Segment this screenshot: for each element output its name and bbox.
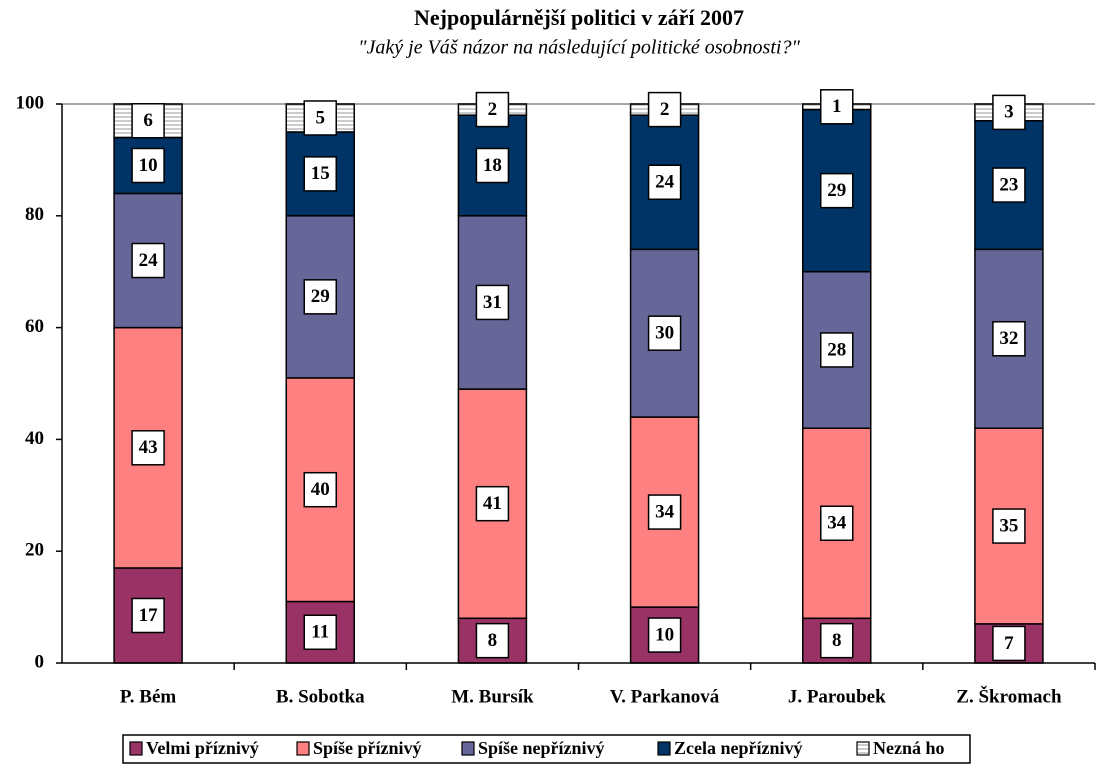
- label-box: [303, 614, 337, 651]
- data-label: 34: [655, 501, 675, 522]
- y-tick-label: 60: [25, 316, 44, 337]
- label-box: [647, 164, 682, 201]
- data-label: 8: [488, 630, 498, 651]
- y-tick-label: 40: [25, 428, 44, 449]
- label-box: [475, 91, 510, 128]
- data-label: 10: [655, 624, 674, 645]
- data-label: 40: [311, 479, 330, 500]
- data-label: 34: [827, 513, 847, 534]
- label-box: [303, 471, 337, 508]
- data-label: 41: [483, 493, 502, 514]
- y-tick-label: 0: [35, 651, 45, 672]
- label-box: [131, 430, 165, 466]
- data-label: 17: [139, 605, 159, 626]
- legend-swatch: [461, 741, 475, 756]
- data-label: 29: [311, 286, 330, 307]
- label-box: [992, 167, 1026, 203]
- legend-label: Spíše nepříznivý: [478, 738, 605, 758]
- label-box: [131, 147, 165, 184]
- label-box: [992, 94, 1026, 131]
- label-box: [820, 622, 854, 659]
- data-label: 7: [1004, 633, 1014, 654]
- x-tick-label: P. Bém: [120, 686, 176, 707]
- legend-label: Spíše příznivý: [313, 738, 422, 758]
- label-box: [131, 103, 165, 139]
- label-box: [647, 617, 682, 653]
- x-tick-label: Z. Škromach: [956, 685, 1062, 707]
- data-label: 32: [999, 328, 1018, 349]
- legend-box: [122, 734, 971, 764]
- data-label: 18: [483, 155, 502, 176]
- data-label: 35: [999, 515, 1018, 536]
- data-label: 10: [139, 155, 158, 176]
- x-tick-label: J. Paroubek: [788, 686, 886, 707]
- bar-segment: [629, 114, 700, 251]
- data-label: 8: [832, 630, 842, 651]
- data-label: 1: [832, 96, 842, 117]
- data-label: 43: [139, 437, 158, 458]
- data-label: 2: [488, 99, 498, 120]
- data-label: 2: [660, 99, 670, 120]
- label-box: [131, 597, 165, 634]
- data-label: 11: [311, 622, 329, 643]
- legend-swatch: [657, 741, 671, 756]
- label-box: [992, 321, 1026, 357]
- label-box: [303, 156, 337, 192]
- legend-swatch: [129, 741, 143, 756]
- label-box: [647, 494, 682, 530]
- legend-swatch: [856, 741, 870, 756]
- label-box: [475, 622, 510, 659]
- label-box: [475, 147, 510, 184]
- chart-subtitle: "Jaký je Váš názor na následující politi…: [358, 37, 800, 59]
- data-label: 24: [655, 172, 675, 193]
- y-tick-label: 80: [25, 204, 44, 225]
- legend-label: Nezná ho: [873, 738, 945, 758]
- label-box: [992, 625, 1026, 662]
- x-tick-label: V. Parkanová: [610, 686, 720, 707]
- label-box: [820, 89, 854, 125]
- data-label: 15: [311, 163, 330, 184]
- data-label: 3: [1004, 102, 1014, 123]
- label-box: [475, 284, 510, 321]
- x-tick-label: M. Bursík: [451, 686, 534, 707]
- y-tick-label: 100: [16, 92, 45, 113]
- chart-title: Nejpopulárnější politici v září 2007: [414, 5, 744, 30]
- label-box: [820, 172, 854, 209]
- label-box: [475, 485, 510, 522]
- legend-label: Zcela nepříznivý: [674, 738, 803, 758]
- x-tick-label: B. Sobotka: [276, 686, 365, 707]
- label-box: [647, 91, 682, 128]
- data-label: 5: [316, 107, 326, 128]
- data-label: 28: [827, 339, 846, 360]
- data-label: 30: [655, 323, 674, 344]
- data-label: 24: [139, 250, 159, 271]
- legend-swatch: [296, 741, 310, 756]
- label-box: [303, 279, 337, 315]
- data-label: 29: [827, 180, 846, 201]
- label-box: [820, 332, 854, 368]
- label-box: [992, 508, 1026, 544]
- data-label: 23: [999, 174, 1018, 195]
- data-label: 31: [483, 292, 502, 313]
- label-box: [647, 315, 682, 351]
- label-box: [820, 505, 854, 541]
- label-box: [303, 100, 337, 136]
- data-label: 6: [143, 110, 153, 131]
- legend-label: Velmi příznivý: [146, 738, 259, 758]
- y-tick-label: 20: [25, 540, 44, 561]
- label-box: [131, 242, 165, 279]
